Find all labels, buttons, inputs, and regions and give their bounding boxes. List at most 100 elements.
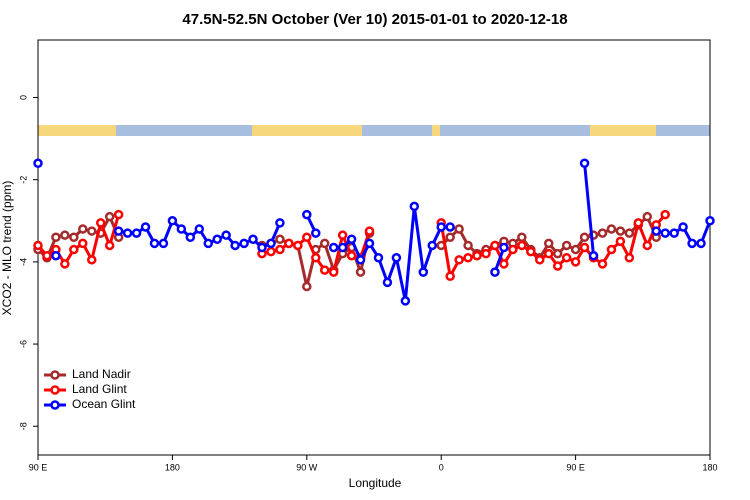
data-point — [696, 238, 706, 249]
data-point — [346, 250, 357, 261]
data-point — [311, 228, 321, 238]
data-point — [266, 238, 276, 249]
data-point — [445, 271, 455, 282]
data-point — [660, 228, 670, 238]
data-point — [302, 281, 312, 292]
data-point — [391, 253, 402, 263]
data-point — [337, 230, 348, 240]
ocean-strip — [440, 125, 590, 136]
legend-label: Ocean Glint — [72, 397, 136, 411]
data-point — [51, 232, 61, 242]
data-point — [445, 232, 455, 242]
data-point — [230, 240, 240, 251]
data-point — [400, 296, 411, 306]
data-point — [33, 240, 43, 251]
data-point — [543, 248, 554, 259]
data-point — [275, 234, 285, 245]
data-point — [149, 238, 160, 249]
data-point — [275, 218, 285, 228]
data-point — [382, 277, 393, 288]
data-point — [579, 232, 590, 242]
data-point — [588, 250, 599, 261]
data-point — [606, 224, 617, 234]
y-axis-label: XCO2 - MLO trend (ppm) — [0, 181, 14, 316]
data-point — [355, 267, 366, 277]
data-point — [33, 158, 43, 169]
data-point — [221, 230, 231, 240]
data-point — [669, 228, 679, 238]
data-point — [597, 259, 608, 269]
data-point — [140, 222, 151, 232]
data-point — [355, 255, 366, 265]
data-point — [185, 232, 196, 242]
data-point — [131, 228, 142, 238]
data-point — [302, 232, 312, 242]
data-point — [87, 255, 97, 265]
data-point — [490, 240, 500, 251]
data-point — [579, 158, 590, 169]
data-point — [284, 238, 294, 249]
data-point — [194, 224, 205, 234]
y-tick-label: 0 — [18, 95, 28, 100]
x-tick-label: 180 — [702, 462, 717, 472]
data-point — [87, 226, 97, 236]
data-point — [69, 244, 79, 255]
data-point — [517, 232, 527, 242]
data-point — [642, 211, 653, 222]
data-point — [552, 248, 563, 259]
data-point — [615, 236, 626, 247]
data-point — [337, 242, 348, 253]
data-point — [687, 238, 697, 249]
x-tick-label: 90 W — [296, 462, 318, 472]
data-point — [445, 222, 455, 232]
data-point — [293, 240, 303, 251]
data-point — [508, 244, 518, 255]
data-point — [248, 234, 258, 245]
data-point — [526, 246, 536, 257]
data-point — [499, 242, 509, 253]
data-point — [158, 238, 169, 249]
data-point — [122, 228, 133, 238]
data-point — [427, 240, 437, 251]
data-point — [472, 250, 482, 261]
data-point — [104, 211, 115, 222]
data-point — [561, 253, 572, 263]
data-point — [633, 218, 644, 228]
y-tick-label: -8 — [18, 422, 28, 430]
data-point — [51, 250, 61, 261]
data-point — [454, 224, 464, 234]
data-point — [624, 253, 635, 263]
data-point — [302, 209, 312, 220]
data-point — [624, 228, 635, 238]
data-point — [239, 238, 249, 249]
legend-label: Land Nadir — [72, 367, 131, 381]
legend-marker — [50, 385, 60, 395]
data-point — [570, 257, 581, 267]
legend-label: Land Glint — [72, 382, 127, 396]
data-point — [454, 255, 464, 265]
data-point — [561, 240, 572, 251]
y-tick-label: -2 — [18, 176, 28, 184]
data-point — [257, 242, 267, 253]
data-point — [212, 234, 222, 245]
data-point — [543, 238, 554, 249]
data-point — [418, 267, 429, 277]
data-point — [660, 209, 670, 220]
data-point — [328, 242, 339, 253]
data-point — [60, 230, 70, 240]
data-point — [104, 240, 115, 251]
data-point — [42, 250, 52, 261]
x-tick-label: 90 E — [29, 462, 48, 472]
data-point — [275, 244, 285, 255]
data-point — [651, 226, 661, 236]
data-point — [95, 218, 106, 228]
x-tick-label: 0 — [439, 462, 444, 472]
data-point — [167, 216, 178, 226]
data-point — [409, 201, 420, 212]
data-point — [481, 248, 491, 259]
data-point — [113, 226, 124, 236]
data-point — [319, 238, 330, 249]
data-point — [705, 216, 715, 226]
